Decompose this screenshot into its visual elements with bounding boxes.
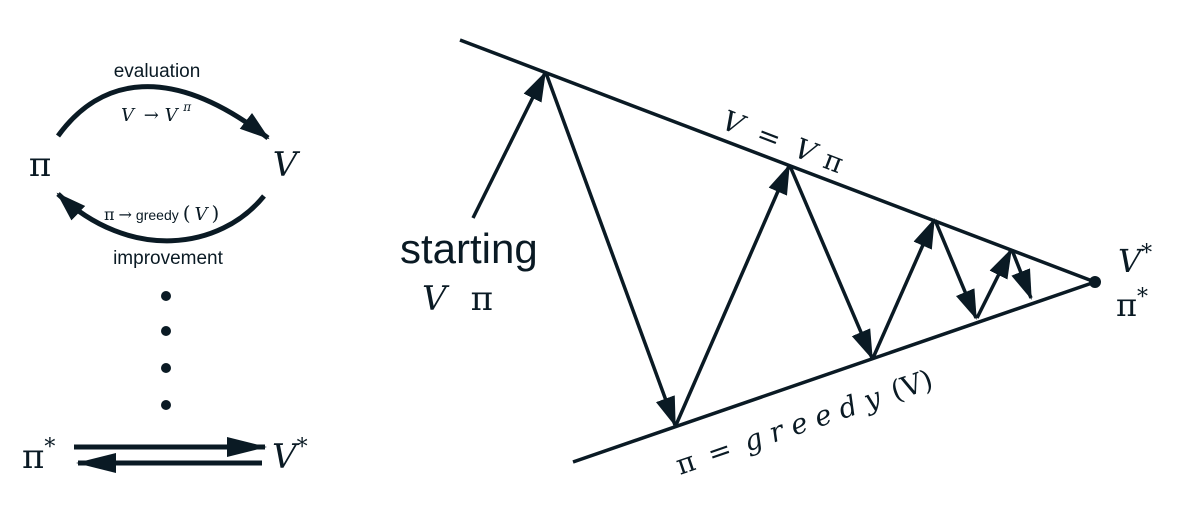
evaluation-formula: V → V π	[121, 100, 192, 126]
improvement-label: improvement	[113, 248, 224, 269]
value-consistency-line	[459, 38, 1096, 284]
starting-label: starting	[400, 225, 538, 272]
zigzag-arrows	[544, 72, 1033, 427]
zigzag-arrow-7	[1010, 249, 1033, 300]
zigzag-arrow-3	[788, 165, 874, 360]
evaluation-arrow	[55, 84, 270, 140]
starting-arrow	[471, 71, 547, 219]
end-optimal-value: V*	[1118, 241, 1152, 280]
optimal-value-symbol: V*	[272, 435, 308, 477]
value-consistency-label: V = V π	[717, 104, 847, 180]
zigzag-arrow-1	[544, 72, 677, 427]
continuation-dots	[161, 291, 171, 410]
improvement-arrow	[56, 192, 266, 244]
end-optimal-policy: π*	[1116, 285, 1148, 324]
convergence-point	[1089, 276, 1101, 288]
zigzag-arrow-2	[674, 164, 791, 426]
optimal-policy-symbol: π*	[22, 435, 55, 477]
zigzag-arrow-5	[933, 219, 978, 320]
value-symbol: V	[273, 145, 301, 185]
zigzag-arrow-6	[975, 248, 1013, 319]
policy-iteration-cycle: evaluation V → V π π V π → greedy ( V ) …	[22, 61, 308, 477]
evaluation-label: evaluation	[114, 61, 201, 82]
policy-symbol: π	[29, 145, 51, 185]
greedy-policy-line	[572, 280, 1096, 464]
zigzag-arrow-4	[871, 218, 936, 359]
improvement-formula: π → greedy ( V )	[104, 201, 219, 225]
